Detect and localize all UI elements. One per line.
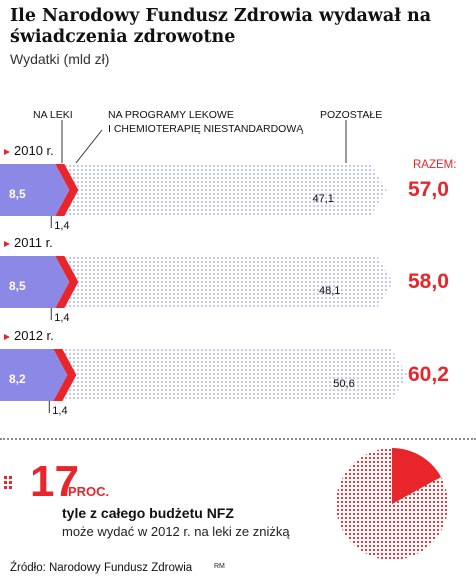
value-label-pozostale: 50,6 — [333, 378, 355, 390]
callout-leki: NA LEKI — [33, 109, 73, 121]
year-marker-icon — [4, 149, 10, 155]
value-label-leki: 8,5 — [9, 279, 26, 293]
share-text-1: tyle z całego budżetu NFZ — [62, 505, 234, 521]
pie-slice-rest — [335, 448, 448, 560]
callout-pozostale: POZOSTAŁE — [320, 109, 383, 121]
year-label: 2010 r. — [14, 143, 54, 158]
pie-chart — [335, 448, 448, 560]
bar-pozostale — [64, 256, 393, 308]
bar-leki — [0, 349, 68, 401]
value-label-leki: 8,5 — [9, 187, 26, 201]
total-label: 58,0 — [408, 270, 449, 293]
share-unit: PROC. — [68, 484, 110, 499]
pie-slice-share — [392, 448, 442, 504]
bar-leki — [0, 256, 70, 308]
share-number: 17 — [30, 457, 79, 506]
year-label: 2011 r. — [14, 235, 53, 250]
year-marker-icon — [4, 241, 10, 247]
callout-programy-line-2: I CHEMIOTERAPIĘ NIESTANDARDOWĄ — [108, 123, 304, 135]
section-divider — [0, 438, 476, 440]
total-label: 57,0 — [408, 178, 449, 201]
bar-pozostale — [64, 164, 387, 216]
year-label: 2012 r. — [14, 328, 54, 343]
bar-pozostale — [62, 349, 408, 401]
bar-programy — [53, 349, 77, 401]
value-label-leki: 8,2 — [9, 372, 26, 386]
bar-leki — [0, 164, 70, 216]
author-initials: RM — [214, 563, 225, 570]
leader-programy — [75, 129, 103, 164]
year-marker-icon — [4, 334, 10, 340]
total-label: 60,2 — [408, 363, 449, 386]
total-caption: RAZEM: — [413, 159, 457, 171]
value-label-programy: 1,4 — [52, 405, 68, 417]
value-label-pozostale: 47,1 — [312, 193, 334, 205]
source-note: Źródło: Narodowy Fundusz Zdrowia — [10, 562, 193, 574]
value-label-programy: 1,4 — [54, 220, 70, 232]
value-label-pozostale: 48,1 — [319, 285, 341, 297]
value-label-programy: 1,4 — [54, 312, 70, 324]
bars-group — [0, 149, 408, 413]
chart-subtitle: Wydatki (mld zł) — [10, 51, 110, 67]
bar-programy — [55, 256, 79, 308]
bullet-icon — [4, 476, 12, 489]
bar-programy — [55, 164, 79, 216]
callout-programy-line-1: NA PROGRAMY LEKOWE — [108, 109, 234, 121]
share-text-2: może wydać w 2012 r. na leki ze zniżką — [62, 524, 290, 539]
chart-title: Ile Narodowy Fundusz Zdrowia wydawał na … — [10, 6, 432, 47]
